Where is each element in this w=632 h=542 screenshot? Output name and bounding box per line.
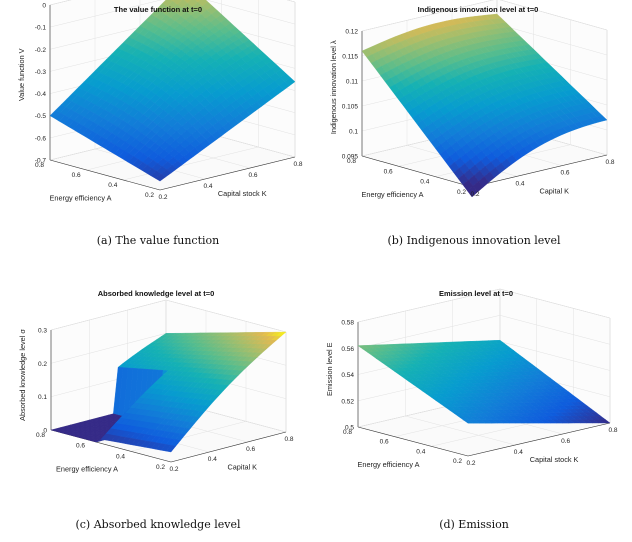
x-tick-label: 0.8 (293, 161, 302, 168)
x-tick-label: 0.6 (248, 172, 257, 179)
panel-indigenous-innovation: Indigenous innovation level at t=0 0.2 0.4… (316, 0, 632, 270)
value-function-caption: (a) The value function (96, 234, 220, 247)
z-tick-label: 0.12 (345, 29, 358, 36)
chart-title: Absorbed knowledge level at t=0 (98, 289, 215, 298)
x-tick-label: 0.8 (608, 427, 617, 434)
indigenous-innovation-caption: (b) Indigenous innovation level (387, 234, 561, 247)
x-axis-label: Capital K (227, 463, 257, 472)
z-tick-label: 0 (43, 428, 47, 435)
panel-absorbed-knowledge: Absorbed knowledge level at t=0 0.2 0.4 0.6… (0, 272, 316, 542)
y-tick-label: 0.8 (343, 429, 352, 436)
z-tick-label: -0.6 (35, 135, 47, 142)
y-tick-label: 0.8 (347, 158, 356, 165)
z-tick-label: 0.2 (38, 361, 47, 368)
y-tick-label: 0.2 (145, 192, 154, 199)
y-tick-label: 0.4 (108, 182, 117, 189)
z-tick-label: 0.5 (345, 425, 354, 432)
y-tick-label: 0.4 (116, 453, 125, 460)
y-tick-label: 0.2 (457, 189, 466, 196)
z-axis-label: Value function V (17, 48, 26, 101)
x-axis-label: Capital stock K (530, 455, 579, 464)
panel-emission: Emission level at t=0 0.2 0.4 0.6 0.8 0.2 0.4 0… (316, 272, 632, 542)
absorbed-knowledge-caption: (c) Absorbed knowledge level (75, 518, 241, 531)
z-tick-label: 0.52 (341, 398, 354, 405)
absorbed-knowledge-surface-plot: Absorbed knowledge level at t=0 0.2 0.4 0.6… (18, 289, 294, 474)
z-tick-label: 0.115 (342, 54, 358, 61)
emission-caption: (d) Emission (439, 518, 509, 531)
y-tick-label: 0.6 (72, 172, 81, 179)
z-tick-label: -0.3 (35, 69, 47, 76)
z-tick-label: -0.5 (35, 113, 47, 120)
z-tick-label: 0 (42, 3, 46, 10)
z-tick-label: 0.54 (341, 372, 354, 379)
z-tick-label: 0.1 (349, 129, 358, 136)
x-tick-label: 0.2 (466, 460, 475, 467)
emission-surface-plot: Emission level at t=0 0.2 0.4 0.6 0.8 0.2 0.4 0… (325, 288, 618, 469)
x-tick-label: 0.2 (470, 191, 479, 198)
y-tick-label: 0.6 (76, 443, 85, 450)
surface (361, 13, 608, 198)
surface (49, 0, 296, 182)
x-tick-label: 0.2 (158, 194, 167, 201)
z-axis-label: Indigenous innovation level λ (329, 40, 338, 134)
value-function-surface-plot: The value function at t=0 0.2 0.4 0.6 0.8 0.2… (17, 0, 303, 203)
y-axis-label: Energy efficiency A (358, 460, 420, 469)
y-tick-label: 0.8 (35, 162, 44, 169)
x-tick-label: 0.8 (605, 159, 614, 166)
x-tick-label: 0.8 (284, 436, 293, 443)
y-tick-label: 0.6 (380, 439, 389, 446)
y-tick-label: 0.2 (453, 458, 462, 465)
z-tick-label: -0.7 (35, 158, 47, 165)
z-tick-label: 0.56 (341, 346, 354, 353)
chart-title: Indigenous innovation level at t=0 (418, 5, 539, 14)
z-tick-label: -0.1 (35, 25, 47, 32)
y-tick-label: 0.8 (36, 432, 45, 439)
z-tick-label: -0.2 (35, 47, 47, 54)
x-tick-label: 0.4 (208, 456, 217, 463)
z-tick-label: 0.11 (346, 79, 359, 86)
x-tick-label: 0.4 (203, 183, 212, 190)
chart-title: Emission level at t=0 (439, 289, 513, 298)
indigenous-innovation-surface-plot: Indigenous innovation level at t=0 0.2 0.4… (329, 0, 615, 199)
x-tick-label: 0.4 (515, 180, 524, 187)
z-tick-label: 0.1 (38, 394, 47, 401)
surface (50, 331, 287, 453)
x-tick-label: 0.4 (514, 449, 523, 456)
y-axis-label: Energy efficiency A (56, 465, 118, 474)
y-tick-label: 0.2 (156, 464, 165, 471)
panel-value-function: The value function at t=0 0.2 0.4 0.6 0.8 0.2… (0, 0, 316, 270)
y-tick-label: 0.4 (420, 179, 429, 186)
y-axis-label: Energy efficiency A (50, 194, 112, 203)
z-axis-label: Emission level E (325, 342, 334, 396)
x-tick-label: 0.6 (560, 170, 569, 177)
y-axis-label: Energy efficiency A (362, 190, 424, 199)
x-axis-label: Capital K (539, 186, 569, 195)
x-axis-label: Capital stock K (218, 189, 267, 198)
x-tick-label: 0.6 (246, 446, 255, 453)
chart-title: The value function at t=0 (114, 5, 202, 14)
y-tick-label: 0.6 (384, 168, 393, 175)
z-axis-label: Absorbed knowledge level σ (18, 329, 27, 421)
y-tick-label: 0.4 (416, 448, 425, 455)
surface (357, 339, 611, 424)
z-tick-label: 0.105 (342, 104, 359, 111)
z-tick-label: 0.58 (341, 320, 354, 327)
x-tick-label: 0.6 (561, 438, 570, 445)
z-tick-label: 0.3 (38, 328, 47, 335)
x-tick-label: 0.2 (169, 466, 178, 473)
z-tick-label: 0.095 (342, 154, 359, 161)
z-tick-label: -0.4 (35, 91, 47, 98)
